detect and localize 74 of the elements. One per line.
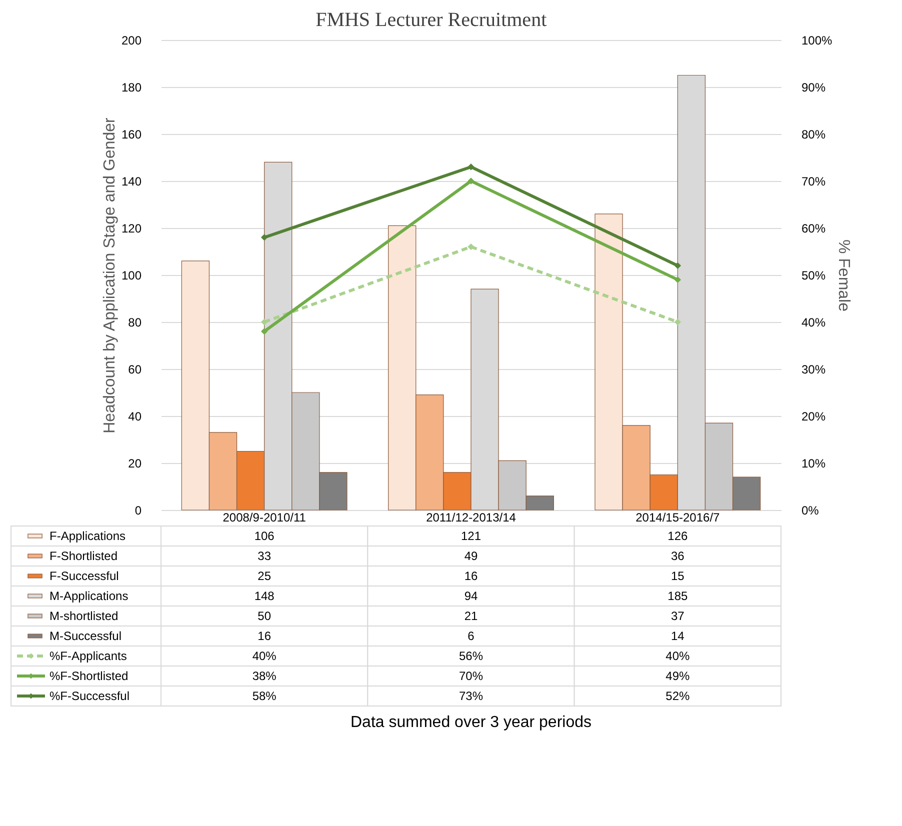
point: [260, 318, 268, 326]
data-label: 121: [460, 529, 482, 543]
legend-label: M-Successful: [50, 629, 122, 643]
legend-label: M-shortlisted: [50, 609, 118, 623]
point: [674, 318, 682, 326]
data-label: 16: [258, 629, 272, 643]
legend-label: %F-Shortlisted: [50, 669, 128, 683]
data-label: 37: [670, 609, 685, 623]
legend-label: %F-Successful: [50, 689, 130, 703]
data-label: 33: [258, 549, 272, 563]
y-tick-label: 200: [121, 34, 142, 48]
text: Data summed over 3 year periods: [350, 714, 592, 731]
legend-label: F-Applications: [50, 529, 126, 543]
y2-tick-label: 90%: [802, 80, 826, 94]
y-axis-title: Headcount by Application Stage and Gender: [101, 116, 118, 434]
data-label: 14: [670, 629, 685, 643]
y-tick-label: 0: [134, 504, 142, 518]
point: [468, 243, 474, 250]
data-label: 49%: [666, 669, 690, 683]
point: [260, 234, 268, 241]
data-label: 106: [254, 529, 275, 543]
y2-tick-label: 0%: [802, 504, 820, 518]
legend-label: %F-Applicants: [50, 649, 127, 663]
x-tick-label: 2011/12-2013/14: [426, 510, 516, 524]
data-label: 40%: [252, 649, 277, 663]
point: [674, 276, 682, 284]
x-tick-label: 2014/15-2016/7: [636, 510, 720, 524]
data-label: 49: [464, 549, 478, 563]
data-label: 21: [464, 609, 478, 623]
data-label: 40%: [666, 649, 690, 663]
y-tick-label: 100: [121, 268, 142, 282]
y2-tick-label: 70%: [802, 174, 826, 188]
legend-label: M-Applications: [50, 589, 128, 603]
legend-label: F-Shortlisted: [50, 549, 118, 563]
y2-tick-label: 10%: [802, 456, 826, 470]
point: [674, 262, 682, 269]
point: [468, 178, 474, 184]
data-label: 52%: [666, 689, 690, 703]
data-label: 185: [668, 589, 688, 603]
y-tick-label: 120: [121, 222, 142, 236]
y2-tick-label: 50%: [802, 268, 826, 282]
data-label: 15: [670, 569, 685, 583]
y-tick-label: 180: [121, 80, 142, 94]
data-label: 25: [258, 569, 272, 583]
data-label: 16: [464, 569, 478, 583]
data-label: 148: [254, 589, 275, 603]
y-tick-label: 160: [121, 128, 142, 142]
y-tick-label: 20: [128, 456, 142, 470]
y-tick-label: 80: [128, 316, 142, 330]
y2-tick-label: 60%: [802, 222, 826, 236]
legend-label: F-Successful: [50, 569, 119, 583]
data-label: 73%: [458, 689, 484, 703]
chart-title: FMHS Lecturer Recruitment: [316, 9, 548, 31]
data-label: 6: [468, 629, 475, 643]
data-label: 58%: [252, 689, 277, 703]
data-label: 56%: [458, 649, 484, 663]
y2-tick-label: 20%: [802, 410, 826, 424]
y2-axis-title: % Female: [835, 239, 852, 312]
y2-tick-label: 80%: [802, 128, 826, 142]
data-label: 36: [670, 549, 685, 563]
y2-tick-label: 100%: [802, 34, 833, 48]
data-label: 126: [668, 529, 688, 543]
y-tick-label: 140: [121, 174, 142, 188]
y2-tick-label: 40%: [802, 316, 826, 330]
y-tick-label: 60: [128, 362, 142, 376]
data-label: 38%: [252, 669, 277, 683]
data-label: 70%: [458, 669, 484, 683]
y2-tick-label: 30%: [802, 362, 826, 376]
data-label: 94: [464, 589, 478, 603]
x-tick-label: 2008/9-2010/11: [222, 510, 306, 524]
y-tick-label: 40: [128, 410, 142, 424]
point: [260, 328, 268, 335]
data-label: 50: [258, 609, 272, 623]
point: [468, 164, 474, 170]
